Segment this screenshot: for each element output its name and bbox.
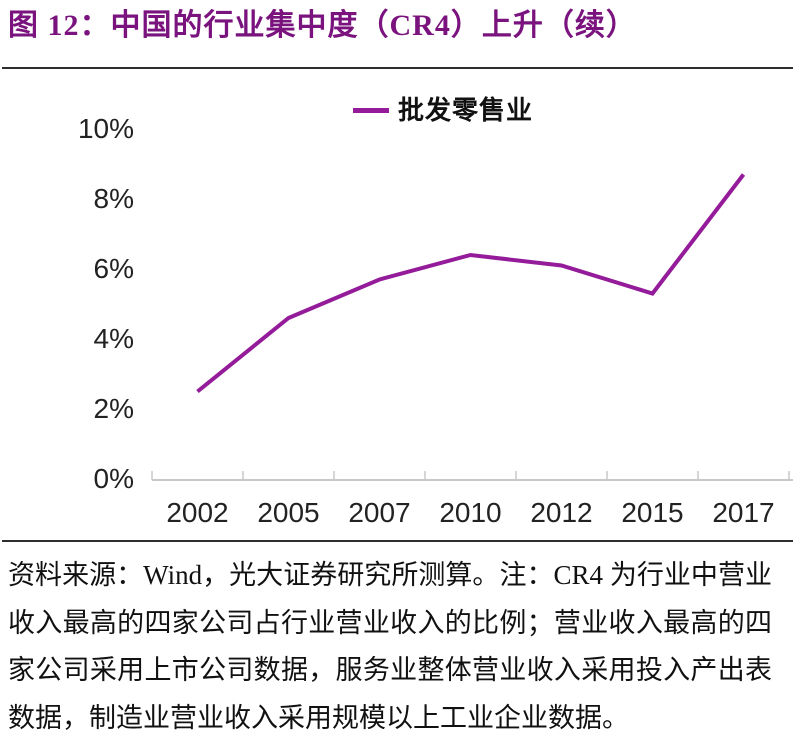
y-tick-label-10%: 10% [77, 113, 134, 144]
x-tick-label-2002: 2002 [166, 497, 229, 528]
x-tick-label-2015: 2015 [621, 497, 684, 528]
legend-line-swatch [353, 107, 389, 113]
x-tick-label-2007: 2007 [348, 497, 411, 528]
x-tick-label-2012: 2012 [530, 497, 593, 528]
cr4-line-chart: 批发零售业 0% 2% 4% 6% 8% 10% 2002 2005 2007 2010 2012… [77, 96, 793, 528]
series-line-批发零售业 [196, 173, 746, 394]
y-tick-label-0%: 0% [93, 463, 134, 494]
chart-legend: 批发零售业 [353, 96, 533, 124]
source-note-line: 家公司采用上市公司数据，服务业整体营业收入采用投入产出表 [8, 655, 772, 685]
figure-title: 图 12：中国的行业集中度（CR4）上升（续） [8, 9, 637, 42]
x-tick-label-2005: 2005 [257, 497, 320, 528]
source-note-line: 资料来源：Wind，光大证券研究所测算。注：CR4 为行业中营业 [8, 560, 772, 590]
source-note-line: 收入最高的四家公司占行业营业收入的比例；营业收入最高的四 [8, 607, 772, 638]
source-note-line: 数据，制造业营业收入采用规模以上工业企业数据。 [8, 702, 629, 733]
source-note: 资料来源：Wind，光大证券研究所测算。注：CR4 为行业中营业 收入最高的四家… [8, 552, 772, 741]
legend-label: 批发零售业 [398, 95, 534, 125]
divider-bottom [2, 540, 793, 542]
x-tick-label-2017: 2017 [712, 497, 775, 528]
y-tick-label-2%: 2% [93, 393, 134, 424]
y-tick-label-4%: 4% [93, 323, 134, 354]
divider-top [2, 67, 793, 69]
x-tick-label-2010: 2010 [439, 497, 502, 528]
plot-area [151, 173, 793, 481]
y-tick-label-6%: 6% [93, 253, 134, 284]
y-tick-label-8%: 8% [93, 183, 134, 214]
